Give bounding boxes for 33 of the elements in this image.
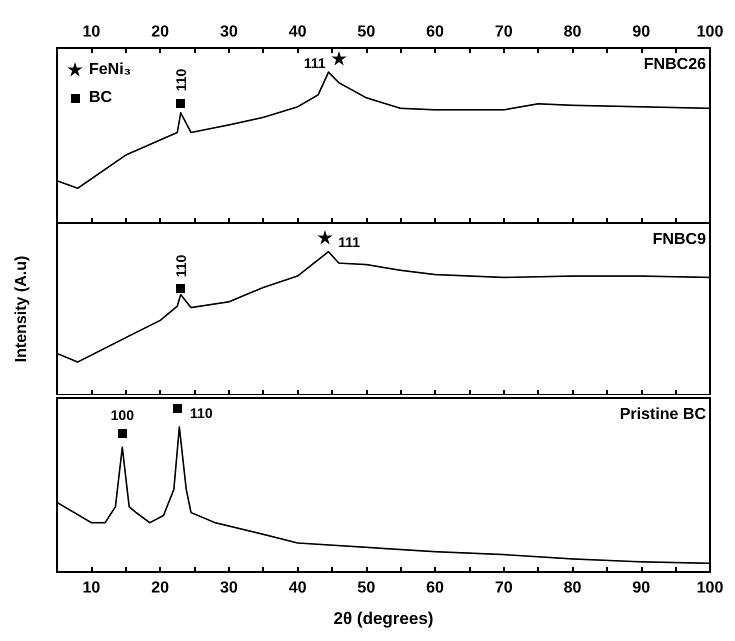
x-axis-title: 2θ (degrees) bbox=[334, 609, 434, 628]
x2-tick-label: 50 bbox=[357, 24, 376, 40]
annotation: FeNi₃ bbox=[89, 61, 132, 79]
annotation: 110 bbox=[172, 68, 189, 91]
x-tick-label: 100 bbox=[696, 580, 724, 596]
x-tick-label: 30 bbox=[220, 580, 238, 596]
x-tick-label: 60 bbox=[426, 580, 444, 596]
series-label: FNBC9 bbox=[652, 231, 706, 249]
text: FNBC26 bbox=[644, 56, 706, 74]
x2-tick-label: 20 bbox=[151, 24, 170, 40]
x-tick-label: 90 bbox=[632, 580, 650, 596]
x2-tick-label: 90 bbox=[632, 24, 650, 40]
x2-tick-label: 30 bbox=[220, 24, 238, 40]
x2-tick-label: 60 bbox=[426, 24, 444, 40]
text: 111 bbox=[338, 234, 360, 250]
x-tick-label: 20 bbox=[151, 580, 170, 596]
annotation: BC bbox=[89, 89, 112, 107]
annotation: 110 bbox=[172, 254, 189, 278]
x2-tick-label: 10 bbox=[82, 24, 100, 40]
x-tick-label: 70 bbox=[494, 580, 513, 596]
x2-tick-label: 40 bbox=[288, 24, 307, 40]
x-tick-label: 80 bbox=[564, 580, 582, 596]
x-tick-label: 10 bbox=[82, 580, 100, 596]
text: 110 bbox=[190, 404, 213, 420]
x-tick-label: 50 bbox=[357, 580, 376, 596]
x2-tick-label: 70 bbox=[494, 24, 513, 40]
y-axis-title: Intensity (A.u) bbox=[13, 256, 31, 362]
text: 111 bbox=[304, 55, 326, 72]
text: Pristine BC bbox=[620, 406, 706, 424]
x2-tick-label: 80 bbox=[564, 24, 582, 40]
text: 100 bbox=[110, 407, 134, 424]
x-tick-label: 40 bbox=[288, 580, 307, 596]
x2-tick-label: 100 bbox=[696, 24, 724, 40]
